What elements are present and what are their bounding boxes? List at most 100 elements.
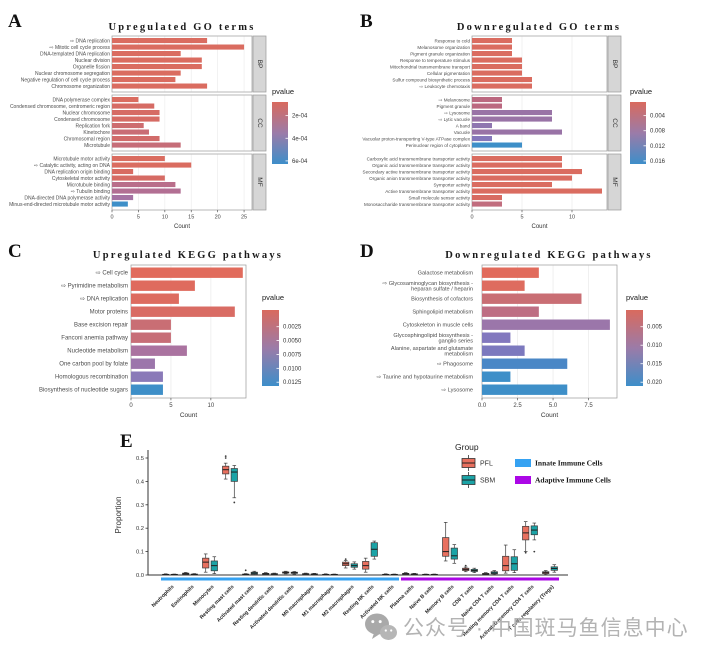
x-axis-tick-label: 0.0 — [478, 403, 487, 409]
kegg-bar-label: Glycosphingolipid biosynthesis - — [393, 333, 473, 339]
box — [202, 557, 210, 569]
kegg-bar — [482, 345, 525, 356]
pvalue-legend-title: pvalue — [272, 87, 294, 96]
go-bar-label: Kinetochore — [83, 130, 110, 136]
facet-strip-label: MF — [611, 177, 618, 186]
go-bar — [112, 136, 160, 142]
go-bar-label: DNA polymerase complex — [52, 97, 110, 103]
go-bar-label: ⇨ Mitotic cell cycle process — [49, 45, 110, 51]
go-bar-label: Pigment granule — [437, 104, 471, 109]
kegg-bar — [131, 267, 243, 278]
panel-c-title: Upregulated KEGG pathways — [92, 250, 284, 261]
facet-strip-label: MF — [256, 177, 263, 186]
go-bar-label: Vacuolar proton-transporting V-type ATPa… — [362, 136, 470, 141]
outlier-dot — [533, 550, 536, 553]
x-axis-tick-label: 10 — [208, 403, 215, 409]
go-bar — [112, 83, 208, 89]
pvalue-legend-tick-label: 0.020 — [647, 380, 663, 386]
go-bar-label: Carboxylic acid transmembrane transporte… — [367, 156, 471, 161]
go-bar — [472, 110, 552, 116]
outlier-dot — [224, 457, 227, 459]
y-axis-title: Proportion — [114, 497, 123, 534]
box — [450, 547, 458, 560]
kegg-bar-label: Alanine, aspartate and glutamate — [391, 346, 473, 352]
go-bar-label: ⇨ Lysosome — [444, 110, 470, 115]
facet-strip — [252, 153, 267, 211]
go-bar-label: Microtubule binding — [67, 182, 111, 188]
go-bar-label: Microtubule — [84, 143, 110, 149]
kegg-bar — [482, 384, 568, 395]
go-bar-label: ⇨ DNA replication — [70, 38, 110, 44]
go-bar — [472, 156, 562, 162]
go-bar-label: ⇨ Lytic vacuole — [438, 117, 470, 122]
kegg-bar-label: ⇨ Taurine and hypotaurine metabolism — [377, 375, 474, 381]
go-bar-label: Pigment granule organization — [410, 51, 470, 56]
pvalue-legend-tick-label: 6e-04 — [292, 159, 308, 165]
pvalue-legend-title: pvalue — [626, 293, 648, 302]
pvalue-legend-tick-label: 0.005 — [647, 325, 663, 331]
kegg-bar — [482, 293, 582, 304]
kegg-bar-label: ⇨ DNA replication — [80, 297, 128, 303]
go-bar-label: Vacuole — [454, 130, 471, 135]
go-bar-label: Replication fork — [76, 123, 111, 129]
kegg-bar-label: Galactose metabolism — [418, 271, 474, 277]
go-bar-label: Chromosomal region — [64, 136, 111, 142]
facet-strip-label: BP — [611, 60, 618, 69]
x-axis-tick-label: 5 — [169, 403, 173, 409]
x-axis-title: Count — [174, 224, 190, 230]
kegg-bar-label: ganglio series — [438, 339, 473, 345]
pvalue-legend-tick-label: 0.012 — [650, 144, 666, 150]
go-bar-label: Organic acid transmembrane transporter a… — [372, 163, 471, 168]
kegg-bar — [482, 371, 511, 382]
go-bar — [112, 169, 134, 175]
box — [230, 468, 238, 482]
wechat-icon — [365, 613, 397, 640]
go-bar-label: Perinuclear region of cytoplasm — [406, 143, 471, 148]
facet-strip-label: CC — [256, 118, 263, 128]
go-bar — [112, 51, 181, 57]
facet-strip — [607, 94, 622, 152]
panel-c-tag: C — [8, 241, 22, 262]
kegg-bar-label: Homologous recombination — [55, 375, 128, 381]
go-bar — [112, 97, 139, 103]
go-bar — [472, 51, 512, 57]
go-bar — [112, 142, 181, 148]
go-bar — [472, 195, 502, 201]
class-legend-label: Adaptive Immune Cells — [535, 476, 611, 485]
facet-strip-label: CC — [611, 118, 618, 128]
kegg-bar — [482, 319, 610, 330]
x-axis-title: Count — [180, 412, 198, 419]
pvalue-legend-tick-label: 0.0050 — [283, 339, 302, 345]
pvalue-legend-tick-label: 0.015 — [647, 362, 663, 368]
y-tick-label: 0.1 — [136, 550, 144, 556]
x-axis-tick-label: 15 — [188, 215, 194, 221]
go-bar — [472, 83, 532, 89]
kegg-bar-label: heparan sulfate / heparin — [411, 287, 473, 293]
go-bar-label: Response to temperature stimulus — [400, 58, 471, 63]
kegg-bar-label: Base excision repair — [74, 323, 128, 329]
go-bar-label: A band — [456, 123, 471, 128]
facet-strip-label: BP — [256, 60, 263, 69]
group-legend-title: Group — [455, 442, 479, 452]
kegg-bar-label: Cytoskeleton in muscle cells — [403, 323, 473, 329]
outlier-dot — [224, 455, 227, 458]
kegg-bar-label: ⇨ Lysosome — [441, 388, 473, 394]
go-bar-label: Symporter activity — [433, 182, 470, 187]
kegg-bar-label: Sphingolipid metabolism — [412, 310, 473, 316]
panel-e-tag: E — [120, 431, 133, 452]
go-bar — [472, 136, 492, 142]
x-axis-title: Count — [541, 412, 559, 419]
go-bar-label: DNA-directed DNA polymerase activity — [24, 195, 110, 201]
kegg-bar — [131, 371, 163, 382]
go-bar-label: Response to cold — [435, 38, 471, 43]
kegg-bar — [482, 280, 525, 291]
pvalue-legend-tick-label: 0.016 — [650, 159, 666, 165]
kegg-bar-label: metabolism — [444, 352, 473, 358]
kegg-bar-label: Biosynthesis of nucleotide sugars — [39, 388, 128, 394]
go-bar — [472, 116, 552, 122]
outlier-dot — [464, 564, 467, 567]
go-bar — [472, 175, 572, 181]
watermark-text: 公众号 · 中国斑马鱼信息中心 — [403, 617, 689, 640]
go-bar — [472, 103, 502, 109]
pvalue-legend-gradient-bar — [262, 310, 279, 386]
